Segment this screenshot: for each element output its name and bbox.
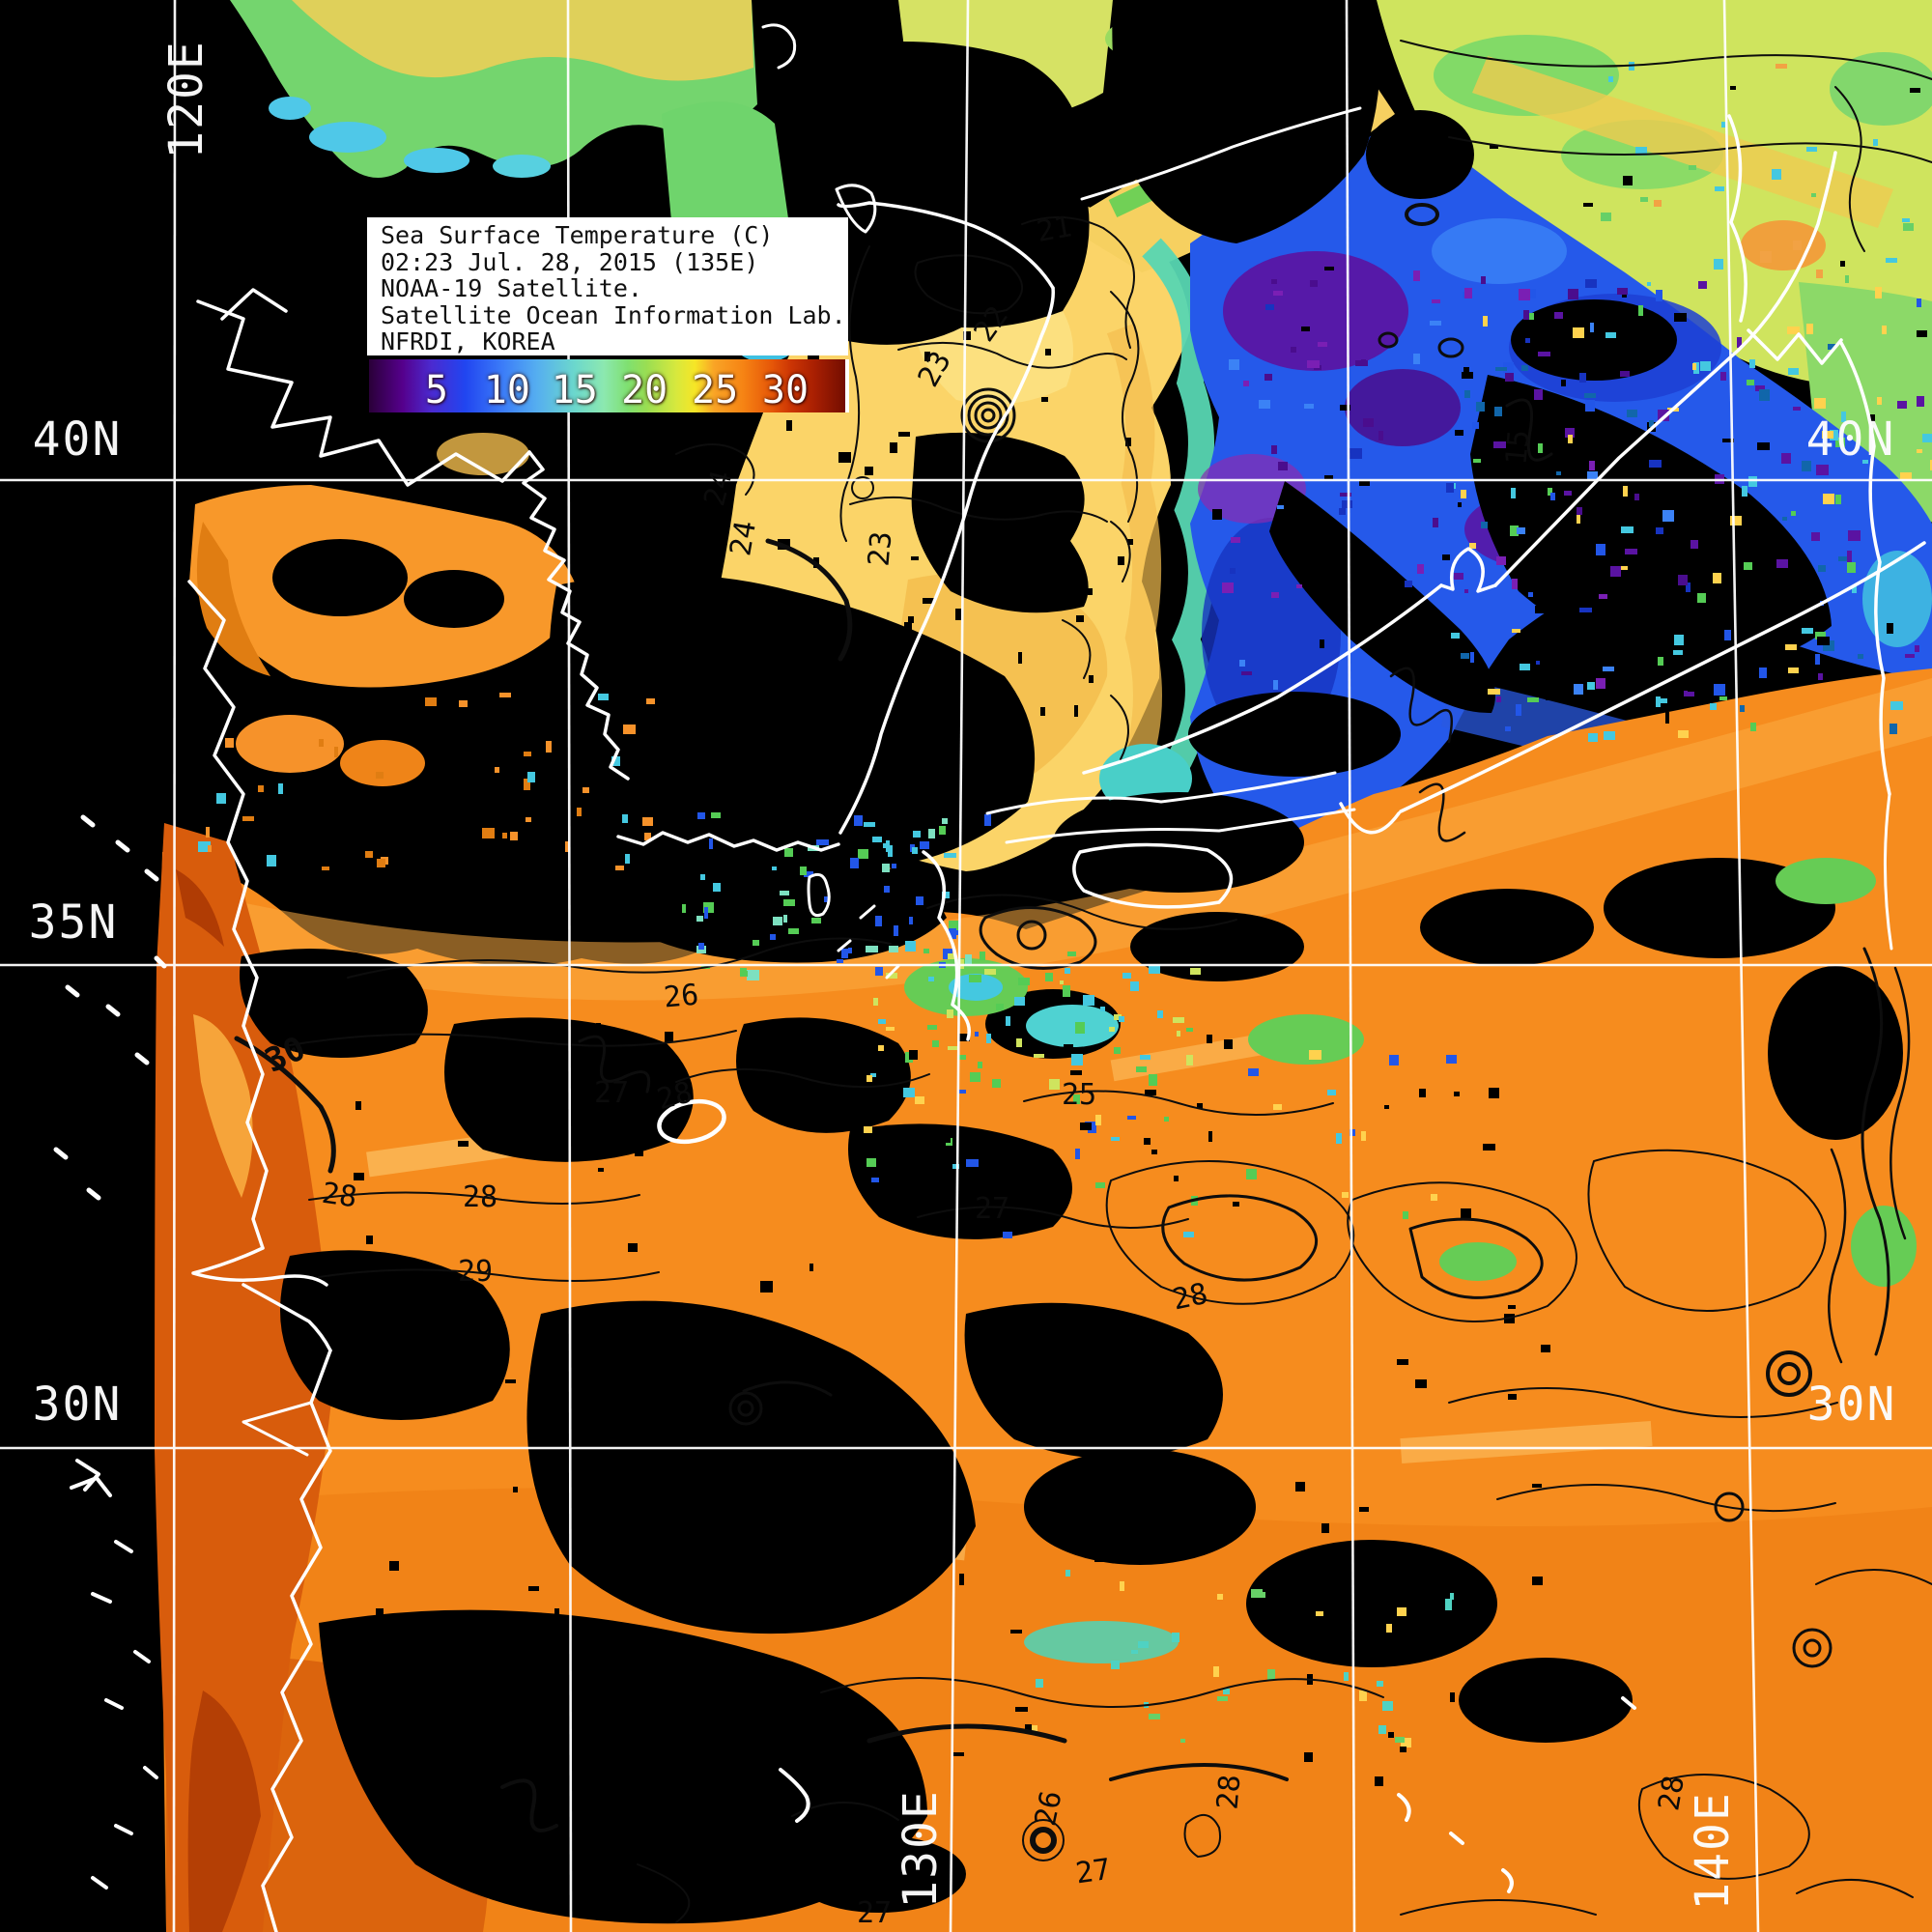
contour-label-28: 28 — [1211, 1774, 1248, 1811]
title-lab: Satellite Ocean Information Lab. — [381, 300, 846, 329]
contour-label-28: 28 — [320, 1177, 359, 1215]
contour-label-23: 23 — [863, 530, 899, 568]
title-agency: NFRDI, KOREA — [381, 327, 555, 355]
contour-label-28: 28 — [1170, 1277, 1211, 1318]
cloud-masses — [240, 0, 1903, 1924]
contour-label-27: 27 — [975, 1192, 1009, 1226]
contour-label-27: 27 — [594, 1076, 629, 1110]
contour-label-26: 26 — [663, 979, 700, 1015]
colorbar-tick-25: 25 — [692, 368, 739, 412]
title-product: Sea Surface Temperature (C) — [381, 221, 774, 249]
grid-label-30N: 30N — [33, 1378, 123, 1432]
contour-label-29: 29 — [458, 1255, 493, 1289]
contour-label-27: 27 — [1073, 1853, 1113, 1891]
colorbar-gradient — [369, 359, 848, 412]
title-satellite: NOAA-19 Satellite. — [381, 274, 642, 302]
contour-label-28: 28 — [1652, 1774, 1691, 1814]
contour-label-25: 25 — [1062, 1078, 1096, 1112]
grid-label-140E: 140E — [1686, 1791, 1740, 1911]
colorbar-tick-5: 5 — [424, 368, 448, 412]
grid-label-35N: 35N — [29, 895, 119, 950]
contour-label-26: 26 — [1029, 1788, 1069, 1830]
grid-label-130E: 130E — [894, 1789, 948, 1909]
colorbar: 5 10 15 20 25 30 — [369, 359, 849, 412]
contour-label-21: 21 — [1035, 210, 1075, 249]
colorbar-tick-20: 20 — [621, 368, 668, 412]
grid-label-30N: 30N — [1807, 1378, 1897, 1432]
title-box: Sea Surface Temperature (C) 02:23 Jul. 2… — [367, 217, 848, 355]
grid-label-40N: 40N — [33, 412, 123, 467]
contour-label-27: 27 — [857, 1896, 892, 1930]
grid-label-120E: 120E — [159, 40, 213, 159]
contour-label-28: 28 — [463, 1180, 497, 1214]
colorbar-tick-10: 10 — [483, 368, 530, 412]
contour-label-24: 24 — [724, 519, 763, 559]
coastlines — [53, 23, 1926, 1932]
grid-label-40N: 40N — [1806, 412, 1896, 467]
speckle-noise — [198, 62, 1932, 1786]
colorbar-tick-30: 30 — [761, 368, 810, 412]
colorbar-tick-15: 15 — [551, 368, 598, 412]
colorbar-right-edge — [845, 359, 849, 412]
grid-labels: 120E 40N 40N 35N 30N 30N 130E 140E — [29, 40, 1897, 1911]
contour-label-15: 15 — [1500, 429, 1537, 467]
cool-patches — [904, 551, 1932, 1663]
title-datetime: 02:23 Jul. 28, 2015 (135E) — [381, 247, 759, 276]
